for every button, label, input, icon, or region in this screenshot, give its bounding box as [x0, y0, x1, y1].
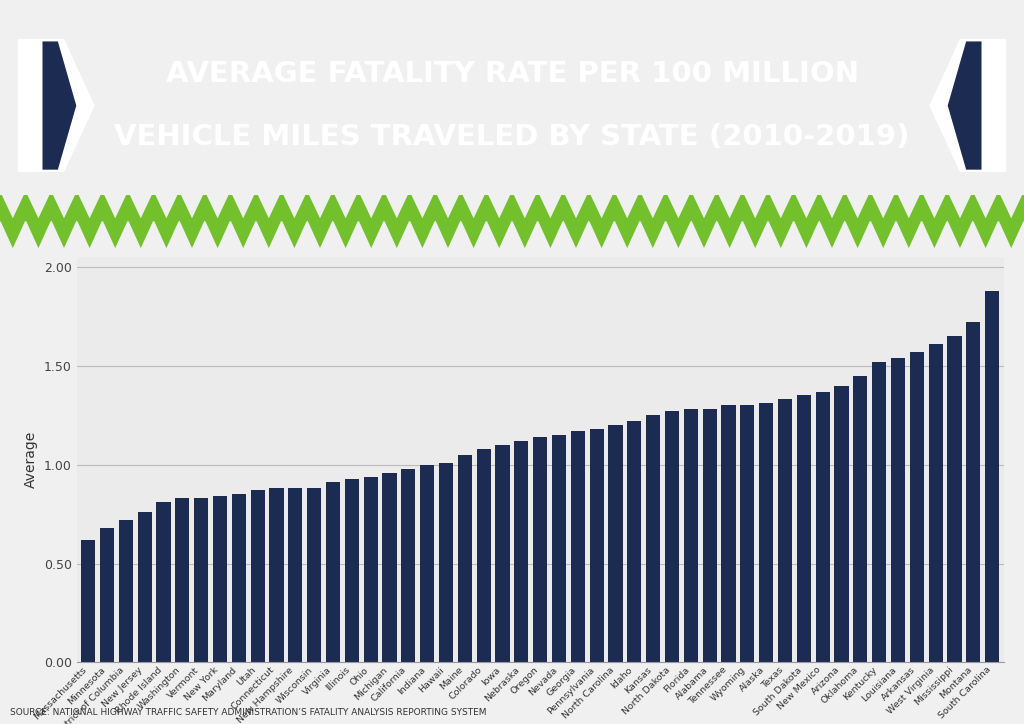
- Bar: [439, 463, 453, 662]
- Bar: [909, 352, 924, 662]
- Bar: [967, 322, 980, 662]
- Bar: [740, 405, 755, 662]
- Bar: [288, 489, 302, 662]
- Bar: [458, 455, 472, 662]
- Bar: [872, 362, 886, 662]
- Text: SOURCE: NATIONAL HIGHWAY TRAFFIC SAFETY ADMINISTRATION’S FATALITY ANALYSIS REPOR: SOURCE: NATIONAL HIGHWAY TRAFFIC SAFETY …: [10, 708, 486, 717]
- Bar: [797, 395, 811, 662]
- Bar: [496, 445, 510, 662]
- Bar: [835, 386, 849, 662]
- Bar: [307, 489, 322, 662]
- Bar: [778, 400, 793, 662]
- Bar: [326, 482, 340, 662]
- Bar: [853, 376, 867, 662]
- Bar: [269, 489, 284, 662]
- Polygon shape: [43, 41, 76, 169]
- Bar: [420, 465, 434, 662]
- Bar: [401, 468, 416, 662]
- Bar: [816, 392, 829, 662]
- Bar: [195, 498, 208, 662]
- Polygon shape: [0, 193, 1024, 253]
- Bar: [759, 403, 773, 662]
- Bar: [81, 540, 95, 662]
- Y-axis label: Average: Average: [25, 431, 38, 489]
- Bar: [947, 336, 962, 662]
- Bar: [175, 498, 189, 662]
- Bar: [722, 405, 735, 662]
- Bar: [570, 431, 585, 662]
- Polygon shape: [948, 41, 981, 169]
- Bar: [665, 411, 679, 662]
- Bar: [534, 437, 547, 662]
- Text: AVERAGE FATALITY RATE PER 100 MILLION: AVERAGE FATALITY RATE PER 100 MILLION: [166, 60, 858, 88]
- Bar: [552, 435, 566, 662]
- Polygon shape: [18, 39, 94, 172]
- Bar: [684, 409, 698, 662]
- Bar: [891, 358, 905, 662]
- Bar: [476, 449, 490, 662]
- Bar: [137, 512, 152, 662]
- Bar: [608, 425, 623, 662]
- Bar: [628, 421, 641, 662]
- Bar: [364, 476, 378, 662]
- Bar: [213, 497, 227, 662]
- Polygon shape: [0, 222, 1024, 253]
- Bar: [100, 528, 114, 662]
- Bar: [929, 344, 943, 662]
- Bar: [702, 409, 717, 662]
- Bar: [382, 473, 396, 662]
- Text: VEHICLE MILES TRAVELED BY STATE (2010-2019): VEHICLE MILES TRAVELED BY STATE (2010-20…: [115, 123, 909, 151]
- Bar: [231, 494, 246, 662]
- Polygon shape: [930, 39, 1006, 172]
- Bar: [345, 479, 358, 662]
- Bar: [251, 490, 264, 662]
- Bar: [590, 429, 604, 662]
- Bar: [646, 416, 660, 662]
- Bar: [985, 290, 999, 662]
- Bar: [119, 520, 133, 662]
- Bar: [514, 441, 528, 662]
- Bar: [157, 502, 171, 662]
